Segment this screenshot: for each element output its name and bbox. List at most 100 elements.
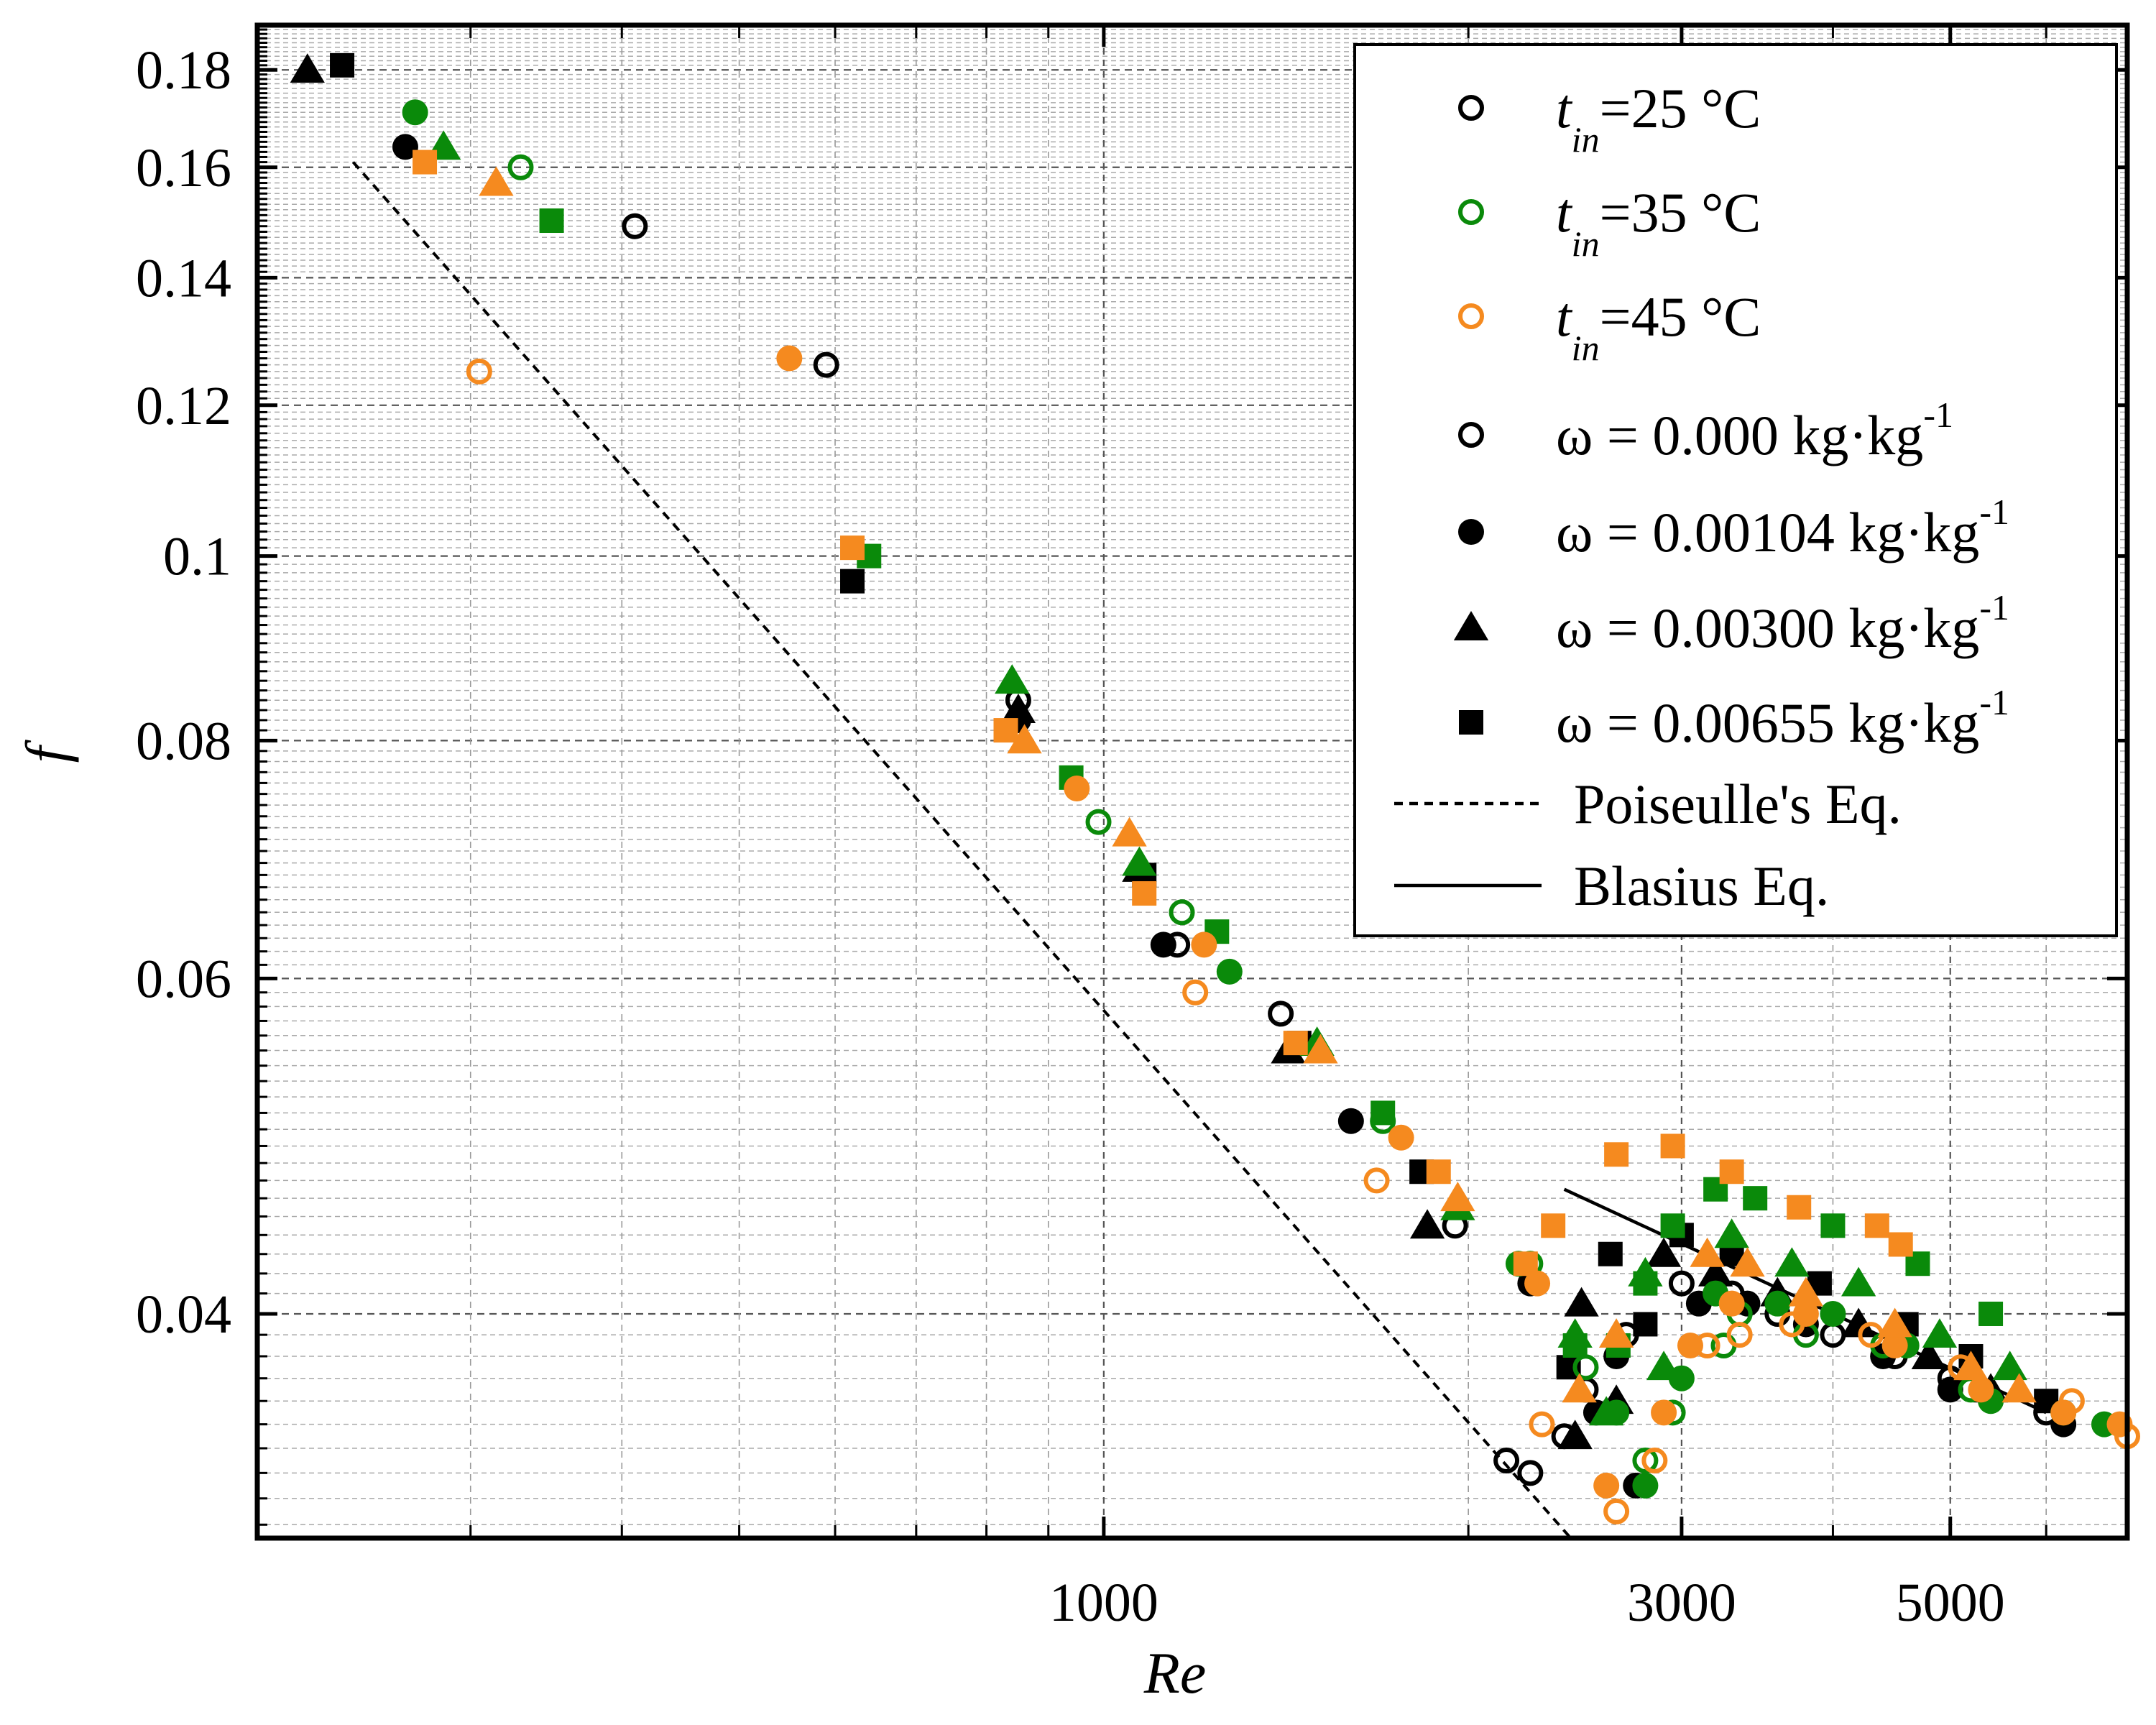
x-tick-label: 5000 (1896, 1573, 2005, 1633)
data-point (539, 208, 564, 234)
data-point (1283, 1031, 1308, 1056)
legend-marker (1453, 611, 1489, 640)
data-point (1646, 1351, 1682, 1381)
data-point (1714, 1218, 1749, 1248)
data-point (1788, 1276, 1824, 1307)
data-point (1517, 1460, 1544, 1486)
data-point (1677, 1332, 1703, 1358)
data-point (1726, 1322, 1753, 1348)
data-point (1191, 932, 1217, 958)
data-point (1877, 1307, 1912, 1338)
data-point (622, 213, 648, 239)
legend-label: tin=45 °C (1556, 285, 1761, 368)
data-point (1409, 1209, 1445, 1239)
data-point (1841, 1307, 1876, 1338)
data-point (1562, 1373, 1597, 1403)
data-point (1112, 816, 1147, 847)
data-point (776, 345, 803, 372)
data-point (479, 166, 514, 196)
data-point (1440, 1182, 1475, 1212)
data-point (1937, 1376, 1963, 1403)
legend-label: Blasius Eq. (1574, 855, 1829, 917)
data-point (1007, 724, 1042, 754)
data-point (1182, 979, 1209, 1006)
data-point (1363, 1167, 1390, 1194)
legend-label: ω = 0.00104 kg·kg-1 (1556, 492, 2009, 564)
data-point (1603, 1498, 1630, 1524)
axis-ticks: 0.18 0.16 0.14 0.12 0.1 0.08 0.06 0.04 1000 3000 5… (136, 25, 2129, 1633)
data-point (1774, 1247, 1810, 1277)
data-point (1978, 1301, 2004, 1326)
data-point (392, 134, 418, 160)
data-point (1864, 1213, 1889, 1238)
data-point (1216, 958, 1243, 985)
data-point (1000, 694, 1036, 723)
legend-marker (1459, 710, 1483, 735)
data-point (1122, 846, 1157, 876)
data-point (1562, 1333, 1588, 1358)
data-point (1992, 1351, 2027, 1381)
data-point (1697, 1256, 1733, 1287)
y-tick-label: 0.06 (136, 949, 231, 1009)
y-tick-label: 0.04 (136, 1284, 231, 1345)
data-point (1169, 899, 1195, 926)
data-point (1641, 1448, 1668, 1474)
poiseuille-line (351, 161, 1572, 1540)
data-point (330, 52, 355, 78)
data-point (1820, 1300, 1846, 1327)
data-point (1787, 1195, 1812, 1220)
legend-label: ω = 0.00300 kg·kg-1 (1556, 587, 2009, 659)
legend-label: tin=25 °C (1556, 77, 1761, 160)
grid-lines (257, 25, 2128, 1538)
data-point (2001, 1373, 2037, 1403)
legend-marker (1458, 303, 1484, 329)
data-point (813, 351, 839, 378)
data-point (1922, 1318, 1958, 1348)
data-point (1085, 809, 1112, 835)
data-point (413, 150, 438, 175)
legend-label: ω = 0.00655 kg·kg-1 (1556, 682, 2009, 754)
data-point (1718, 1290, 1745, 1317)
data-point (1388, 1124, 1414, 1151)
data-point (1598, 1318, 1634, 1348)
data-point (466, 358, 492, 385)
data-point (2050, 1399, 2077, 1426)
y-tick-label: 0.16 (136, 138, 231, 198)
data-point (1513, 1251, 1538, 1276)
y-tick-label: 0.14 (136, 248, 231, 308)
x-tick-label: 3000 (1627, 1573, 1736, 1633)
data-point (1660, 1213, 1685, 1238)
data-point (402, 99, 428, 126)
data-point (1660, 1133, 1685, 1159)
data-point (840, 535, 865, 561)
data-point (1598, 1241, 1623, 1266)
data-point (1633, 1271, 1658, 1296)
data-point (1303, 1034, 1338, 1064)
data-point (993, 718, 1018, 743)
data-point (1743, 1186, 1768, 1211)
data-point (1541, 1213, 1566, 1238)
data-point (1633, 1312, 1658, 1337)
x-tick-label: 1000 (1049, 1573, 1158, 1633)
data-point (1150, 932, 1176, 958)
data-point (1730, 1247, 1765, 1277)
y-tick-label: 0.12 (136, 376, 231, 436)
data-points (290, 52, 2140, 1524)
data-point (1792, 1300, 1819, 1327)
y-tick-label: 0.18 (136, 40, 231, 101)
data-point (1426, 1159, 1451, 1184)
data-point (1841, 1266, 1876, 1297)
y-tick-label: 0.1 (163, 527, 231, 587)
legend-label: Poiseulle's Eq. (1574, 773, 1902, 835)
data-point (1132, 881, 1157, 906)
y-tick-label: 0.08 (136, 711, 231, 771)
data-point (1564, 1287, 1599, 1317)
data-point (507, 154, 534, 180)
data-point (1646, 1237, 1682, 1267)
data-point (1632, 1448, 1659, 1474)
legend-marker (1458, 199, 1484, 225)
data-point (1764, 1290, 1791, 1317)
data-point (1268, 1000, 1294, 1027)
data-point (290, 53, 325, 83)
